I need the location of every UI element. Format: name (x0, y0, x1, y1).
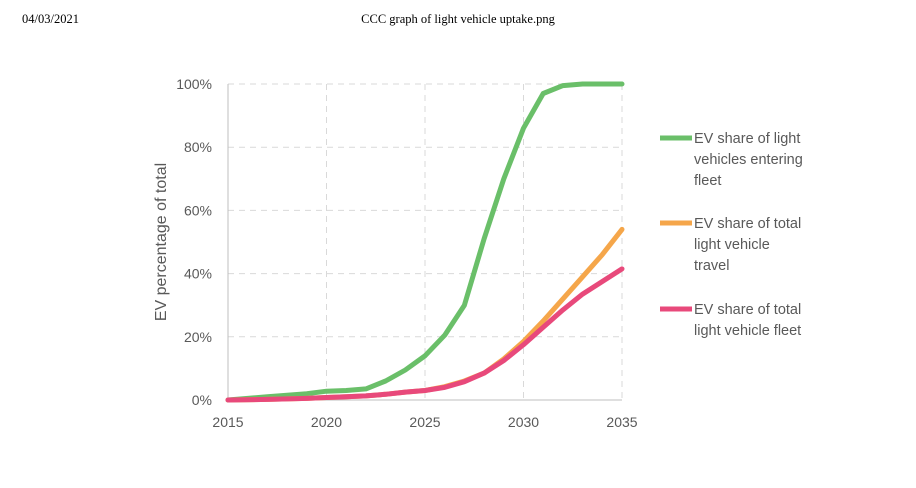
y-tick-label: 20% (184, 329, 212, 345)
chart-series (225, 81, 625, 403)
chart-ticks: 0% 20% 40% 60% 80% 100% 2015 2020 2025 2030 2035 (176, 76, 638, 430)
legend-label-2: EV share of total (694, 216, 801, 232)
chart-legend: EV share of light vehicles entering fleet E… (660, 131, 803, 339)
legend-label-2: travel (694, 258, 729, 274)
legend-label-1: vehicles entering (694, 152, 803, 168)
legend-label-3: light vehicle fleet (694, 323, 801, 339)
series-line-1 (225, 81, 625, 403)
y-tick-label: 60% (184, 202, 212, 218)
y-axis-label: EV percentage of total (153, 163, 170, 321)
legend-label-1: EV share of light (694, 131, 800, 147)
y-tick-label: 100% (176, 76, 212, 92)
legend-label-1: fleet (694, 173, 721, 189)
legend-label-3: EV share of total (694, 302, 801, 318)
x-tick-label: 2015 (212, 414, 243, 430)
y-tick-label: 80% (184, 139, 212, 155)
x-tick-label: 2025 (409, 414, 440, 430)
page-title: CCC graph of light vehicle uptake.png (361, 12, 555, 26)
x-tick-label: 2035 (606, 414, 637, 430)
page-date: 04/03/2021 (22, 12, 79, 26)
x-tick-label: 2030 (508, 414, 539, 430)
x-tick-label: 2020 (311, 414, 342, 430)
y-tick-label: 0% (192, 392, 212, 408)
legend-label-2: light vehicle (694, 237, 770, 253)
chart-grid (228, 83, 623, 400)
y-tick-label: 40% (184, 266, 212, 282)
series-line-3 (225, 266, 625, 403)
